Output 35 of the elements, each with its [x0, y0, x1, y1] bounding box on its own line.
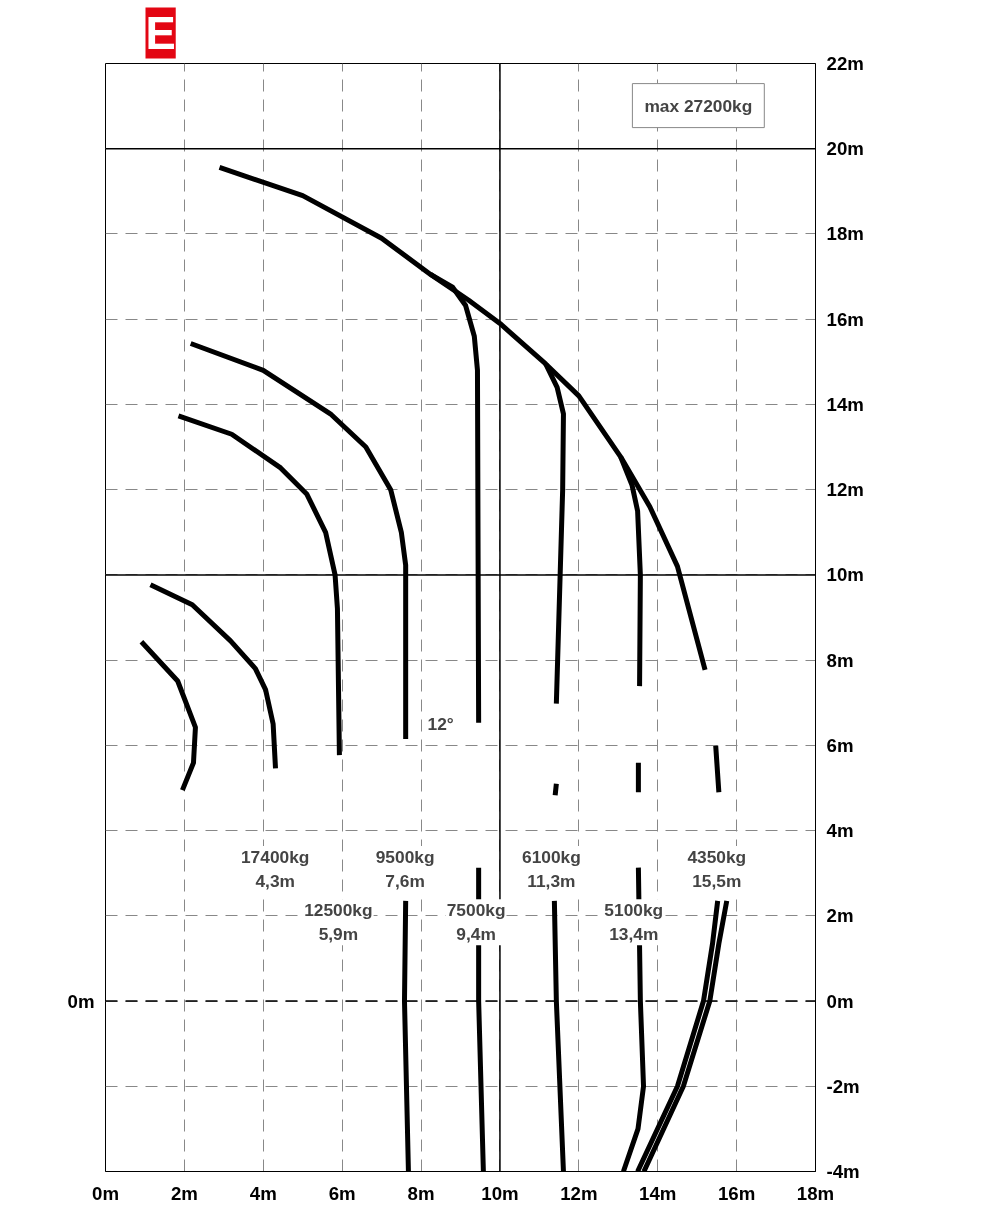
x-tick-label: 10m — [481, 1182, 519, 1204]
y-tick-label: 22m — [826, 53, 864, 74]
y-tick-label: 2m — [826, 905, 854, 927]
annotation: 7500kg 9,4m — [446, 900, 506, 945]
annotation: 12° — [427, 713, 454, 734]
x-tick-label: 18m — [796, 1182, 835, 1204]
text: 0m — [67, 990, 95, 1012]
x-tick-label: 0m — [92, 1182, 119, 1204]
x-tick-label: 6m — [328, 1182, 356, 1204]
y-tick-label: 18m — [826, 223, 864, 245]
annotation: 6100kg 11,3m — [521, 847, 581, 892]
annotation: 5100kg 13,4m — [604, 900, 664, 945]
annotation: max 27200kg — [644, 95, 753, 116]
x-tick-label: 14m — [639, 1182, 677, 1204]
y-tick-label: 10m — [826, 564, 864, 586]
y-tick-label: -4m — [826, 1161, 860, 1182]
y-tick-label: 16m — [826, 308, 864, 330]
y-tick-label: -2m — [826, 1075, 860, 1097]
y-tick-label: 20m — [826, 138, 864, 160]
chart-title: E — [145, 7, 176, 59]
y-tick-label: 0m — [826, 990, 854, 1012]
y-tick-label: 14m — [826, 393, 864, 415]
annotation: 12500kg 5,9m — [304, 900, 373, 945]
y-tick-label: 12m — [826, 479, 864, 501]
annotation: 9500kg 7,6m — [375, 847, 435, 892]
annotation: 17400kg 4,3m — [240, 847, 310, 892]
y-tick-label: 6m — [826, 734, 854, 756]
x-tick-label: 8m — [407, 1182, 435, 1204]
x-tick-label: 2m — [170, 1182, 198, 1204]
y-tick-label: 8m — [826, 649, 854, 671]
x-tick-label: 16m — [717, 1182, 756, 1204]
x-tick-label: 4m — [249, 1182, 277, 1204]
x-tick-label: 12m — [560, 1182, 598, 1204]
annotation: 4350kg 15,5m — [687, 847, 747, 892]
y-tick-label: 4m — [826, 820, 854, 842]
